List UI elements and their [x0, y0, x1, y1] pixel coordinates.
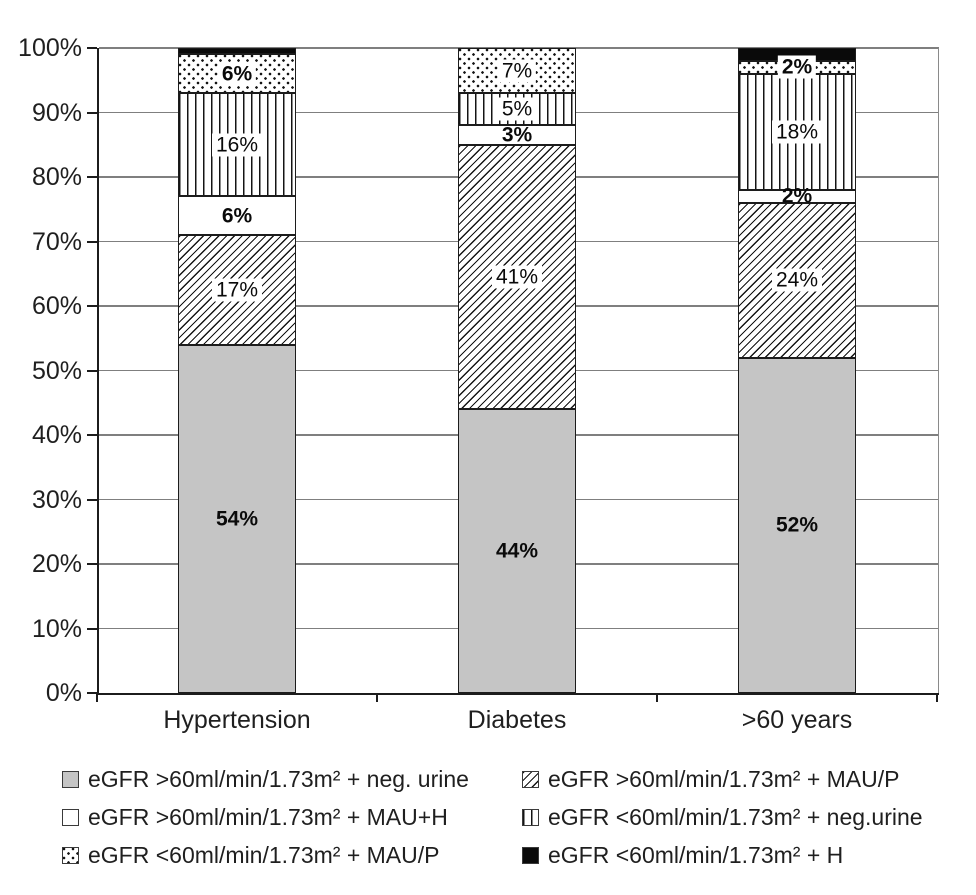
x-tick-mark-1 [376, 693, 378, 702]
segment-value-label: 17% [211, 278, 263, 302]
segment-diagonal-hatch: 17% [178, 235, 296, 345]
y-tick-label-20: 20% [31, 550, 82, 578]
segment-solid-black [178, 48, 296, 55]
segment-value-label: 52% [775, 513, 819, 537]
segment-dots: 7% [458, 48, 576, 94]
segment-vertical-lines: 16% [178, 93, 296, 197]
segment-solid-gray: 54% [178, 344, 296, 693]
segment-solid-gray: 44% [458, 409, 576, 693]
legend-marker-solid-gray [62, 771, 79, 788]
segment-solid-white: 6% [178, 196, 296, 236]
segment-value-label: 41% [491, 265, 543, 289]
legend-item-dots: eGFR <60ml/min/1.73m² + MAU/P [62, 839, 522, 872]
y-tick-mark-80 [87, 176, 97, 178]
y-tick-mark-20 [87, 563, 97, 565]
legend-label: eGFR <60ml/min/1.73m² + H [548, 842, 844, 868]
bar-1: 44% 41% 3% 5% 7% [458, 48, 576, 693]
legend-label: eGFR <60ml/min/1.73m² + neg.urine [548, 804, 923, 830]
segment-solid-white: 2% [738, 185, 856, 208]
segment-vertical-lines: 18% [738, 73, 856, 190]
legend-marker-vertical-lines [522, 809, 539, 826]
legend-marker-solid-white [62, 809, 79, 826]
y-tick-label-100: 100% [18, 34, 82, 62]
y-tick-label-80: 80% [31, 163, 82, 191]
y-tick-mark-70 [87, 240, 97, 243]
legend-item-solid-gray: eGFR >60ml/min/1.73m² + neg. urine [62, 763, 522, 796]
legend-label: eGFR >60ml/min/1.73m² + MAU+H [88, 804, 448, 830]
y-tick-label-30: 30% [31, 485, 82, 514]
y-tick-label-70: 70% [31, 227, 82, 256]
y-tick-mark-0 [87, 692, 97, 694]
x-tick-mark-3 [936, 693, 938, 702]
segment-value-label: 7% [497, 59, 537, 83]
y-tick-mark-50 [87, 369, 97, 372]
segment-solid-white: 3% [458, 123, 576, 147]
y-tick-mark-90 [87, 111, 97, 114]
segment-value-label: 54% [215, 507, 259, 531]
segment-vertical-lines: 5% [458, 93, 576, 126]
segment-value-label: 6% [221, 204, 253, 228]
y-tick-mark-100 [87, 47, 97, 49]
segment-diagonal-hatch: 41% [458, 144, 576, 410]
y-tick-label-40: 40% [31, 421, 82, 449]
legend-item-solid-black: eGFR <60ml/min/1.73m² + H [522, 839, 966, 872]
segment-value-label: 5% [497, 97, 537, 121]
category-label-2: >60 years [741, 706, 853, 734]
y-tick-mark-10 [87, 627, 97, 630]
segment-solid-gray: 52% [738, 357, 856, 693]
segment-dots: 6% [178, 54, 296, 94]
legend-label: eGFR >60ml/min/1.73m² + neg. urine [88, 766, 469, 792]
legend-marker-diagonal-hatch [522, 771, 539, 788]
y-tick-label-90: 90% [31, 98, 82, 127]
x-tick-mark-0 [96, 693, 98, 702]
y-tick-mark-30 [87, 498, 97, 501]
plot-right-border [937, 48, 939, 693]
segment-value-label: 2% [781, 184, 813, 208]
legend-item-solid-white: eGFR >60ml/min/1.73m² + MAU+H [62, 801, 522, 834]
segment-value-label: 24% [771, 268, 823, 292]
category-label-1: Diabetes [467, 706, 567, 734]
legend-item-diagonal-hatch: eGFR >60ml/min/1.73m² + MAU/P [522, 763, 966, 796]
gridline-100 [99, 47, 939, 49]
legend-marker-dots [62, 847, 79, 864]
legend-item-vertical-lines: eGFR <60ml/min/1.73m² + neg.urine [522, 801, 966, 834]
segment-diagonal-hatch: 24% [738, 202, 856, 358]
segment-value-label: 2% [777, 55, 817, 79]
segment-value-label: 44% [495, 539, 539, 563]
y-tick-label-50: 50% [31, 356, 82, 385]
segment-dots: 2% [738, 55, 856, 79]
bar-2: 52% 24% 2% 18% 2% [738, 48, 856, 693]
y-tick-mark-60 [87, 305, 97, 307]
segment-value-label: 6% [217, 62, 257, 86]
legend-label: eGFR >60ml/min/1.73m² + MAU/P [548, 766, 900, 792]
segment-value-label: 18% [771, 120, 823, 144]
bar-0: 54% 17% 6% 16% 6% [178, 48, 296, 693]
segment-value-label: 3% [501, 123, 533, 147]
y-tick-label-60: 60% [31, 292, 82, 320]
legend: eGFR >60ml/min/1.73m² + neg. urine eGFR >… [62, 763, 966, 872]
y-tick-label-0: 0% [45, 679, 82, 707]
category-label-0: Hypertension [163, 706, 311, 734]
y-tick-mark-40 [87, 434, 97, 436]
segment-value-label: 16% [211, 133, 263, 157]
legend-label: eGFR <60ml/min/1.73m² + MAU/P [88, 842, 440, 868]
x-tick-mark-2 [656, 693, 658, 702]
legend-marker-solid-black [522, 847, 539, 864]
y-tick-label-10: 10% [31, 614, 82, 643]
